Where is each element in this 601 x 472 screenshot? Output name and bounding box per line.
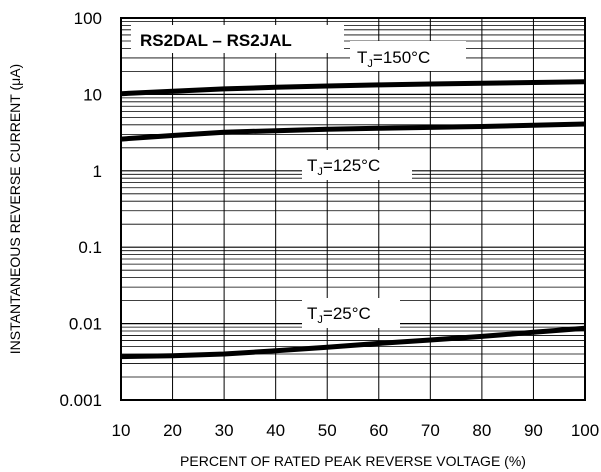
- series-label-125-rest: =125°C: [323, 156, 380, 175]
- x-tick-label: 50: [318, 421, 337, 440]
- series-label-150: TJ=150°C: [350, 41, 466, 71]
- x-tick-label: 40: [266, 421, 285, 440]
- series-label-25-sub: J: [317, 314, 323, 326]
- y-axis-label: INSTANTANEOUS REVERSE CURRENT (μA): [7, 64, 23, 354]
- grid: [120, 18, 586, 401]
- x-axis-label: PERCENT OF RATED PEAK REVERSE VOLTAGE (%…: [180, 453, 526, 469]
- x-tick-label: 90: [524, 421, 543, 440]
- series-label-25-rest: =25°C: [323, 304, 371, 323]
- x-tick-label: 30: [215, 421, 234, 440]
- series-label-25-main: T: [307, 304, 317, 323]
- series-label-150-sub: J: [367, 58, 373, 70]
- series-label-25: TJ=25°C: [302, 298, 400, 328]
- x-tick-label: 80: [472, 421, 491, 440]
- y-tick-label: 0.001: [59, 391, 102, 410]
- series-label-125-text: TJ=125°C: [307, 156, 380, 178]
- y-tick-label: 0.01: [69, 315, 102, 334]
- chart-title: RS2DAL – RS2JAL: [140, 31, 292, 50]
- series-label-25-bg: [302, 298, 400, 328]
- series-label-125-sub: J: [317, 166, 323, 178]
- series-label-125-main: T: [307, 156, 317, 175]
- x-tick-label: 70: [421, 421, 440, 440]
- series-label-150-bg: [350, 41, 466, 71]
- series-label-125-bg: [302, 150, 412, 180]
- series-line-1: [120, 121, 586, 142]
- series-label-125: TJ=125°C: [302, 150, 412, 180]
- y-tick-label: 10: [83, 85, 102, 104]
- tick-labels: 10 20 30 40 50 60 70 80 90 100 0.001 0.01 0.1 1 10 100: [59, 9, 599, 440]
- series-label-150-rest: =150°C: [373, 48, 430, 67]
- y-tick-label: 100: [74, 9, 102, 28]
- plot-frame: [120, 17, 586, 401]
- title-box: [131, 25, 344, 53]
- y-tick-label: 0.1: [78, 238, 102, 257]
- series-label-150-main: T: [357, 48, 367, 67]
- series-line-0: [120, 79, 586, 97]
- x-tick-label: 20: [163, 421, 182, 440]
- x-tick-label: 10: [112, 421, 131, 440]
- series-label-25-text: TJ=25°C: [307, 304, 371, 326]
- x-tick-label: 60: [369, 421, 388, 440]
- series-line-2: [120, 325, 586, 360]
- series-lines: [120, 79, 586, 360]
- y-tick-label: 1: [93, 162, 102, 181]
- x-tick-label: 100: [571, 421, 599, 440]
- series-label-150-text: TJ=150°C: [357, 48, 430, 70]
